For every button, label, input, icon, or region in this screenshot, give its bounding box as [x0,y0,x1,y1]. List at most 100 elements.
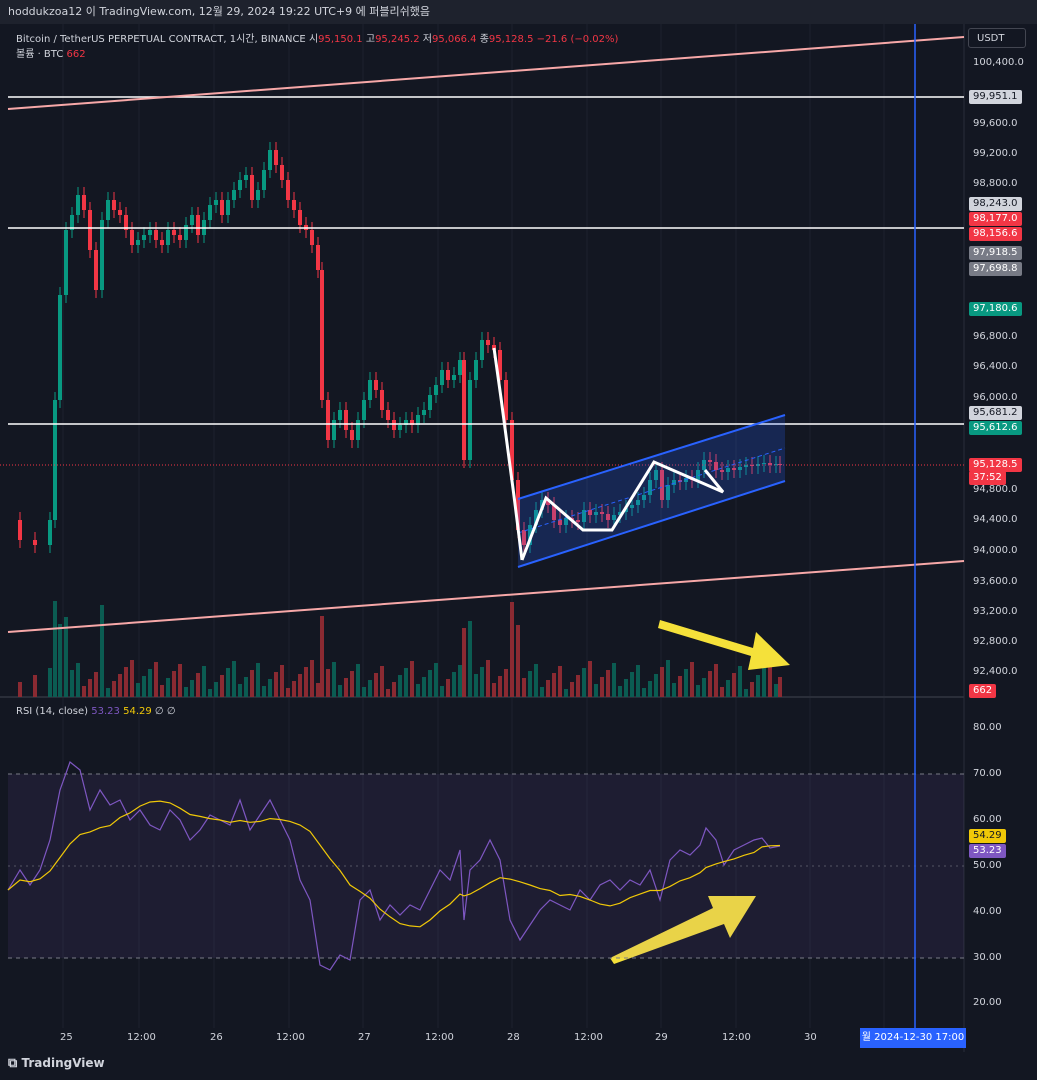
volume-bar [238,684,242,697]
candle-body [492,345,496,350]
volume-bar [160,685,164,697]
volume-bar [262,686,266,697]
volume-bar [112,681,116,697]
candle-body [594,512,598,515]
high-label: 고 [365,34,376,45]
volume-bar [380,666,384,697]
rsi-axis-label: 40.00 [973,906,1002,917]
volume-bar [148,669,152,697]
low-label: 저 [422,34,432,45]
volume-bar [190,680,194,697]
volume-bar [416,684,420,697]
volume-bar [178,664,182,697]
candle-body [53,400,57,520]
volume-bar [636,665,640,697]
rsi-axis-label: 80.00 [973,722,1002,733]
volume-bar [166,678,170,697]
high-value: 95,245.2 [375,34,420,45]
volume-bar [434,663,438,697]
candle-body [70,215,74,230]
volume-bar [404,668,408,697]
volume-bar [398,675,402,697]
time-axis-label: 29 [655,1032,668,1043]
candle-body [112,200,116,210]
volume-bar [172,671,176,697]
volume-bar [106,688,110,697]
volume-bar [588,661,592,697]
volume-bar [612,663,616,697]
volume-bar [18,682,22,697]
candle-body [774,464,778,465]
volume-bar [428,670,432,697]
volume-bar [124,667,128,697]
price-tag: 99,951.1 [969,90,1022,104]
volume-bar [344,678,348,697]
price-axis-label: 93,600.0 [973,576,1018,587]
candle-body [124,215,128,230]
currency-selector[interactable]: USDT [968,28,1026,48]
time-axis-label: 12:00 [722,1032,751,1043]
volume-bar [660,667,664,697]
candle-body [350,430,354,440]
volume-bar [714,664,718,697]
candle-body [612,515,616,520]
volume-label[interactable]: 볼륨 · BTC [16,49,64,60]
price-chart[interactable] [0,24,1037,1052]
candle-body [720,470,724,472]
candle-body [398,425,402,430]
candle-body [504,380,508,420]
volume-bar [422,677,426,697]
time-cursor-label: 월 2024-12-30 17:00 [860,1028,966,1048]
price-axis-label: 94,800.0 [973,484,1018,495]
candle-body [298,210,302,225]
volume-bar [118,674,122,697]
rsi-axis-label: 60.00 [973,814,1002,825]
candle-body [184,225,188,240]
symbol-title[interactable]: Bitcoin / TetherUS PERPETUAL CONTRACT, 1… [16,34,306,45]
chart-frame[interactable] [0,24,1037,1053]
volume-bar [368,680,372,697]
volume-bar [136,683,140,697]
price-tag: 97,698.8 [969,262,1022,276]
volume-bar [516,625,520,697]
volume-bar [720,687,724,697]
rsi-axis-label: 70.00 [973,768,1002,779]
candle-body [88,210,92,250]
candle-body [552,505,556,520]
currency-label: USDT [977,33,1005,44]
volume-bar [94,672,98,697]
candle-body [660,470,664,500]
volume-bar [606,670,610,697]
candle-body [738,467,742,470]
candle-body [58,295,62,400]
close-label: 종 [479,34,489,45]
volume-bar [250,670,254,697]
volume-bar [292,681,296,697]
volume-bar [53,601,57,697]
rsi-label[interactable]: RSI (14, close) [16,706,89,717]
volume-bar [570,682,574,697]
channel-upper-line [517,414,786,500]
rsi-ma-line [7,800,781,928]
volume-value: 662 [66,49,86,60]
volume-bar [774,684,778,697]
volume-bar [540,687,544,697]
candle-body [392,420,396,430]
volume-bar [356,664,360,697]
volume-bar [202,666,206,697]
candle-body [600,512,604,514]
price-axis-label: 93,200.0 [973,606,1018,617]
volume-bar [726,680,730,697]
time-axis-label: 26 [210,1032,223,1043]
publish-info-text: hoddukzoa12 이 TradingView.com, 12월 29, 2… [8,5,430,18]
volume-bar [326,669,330,697]
price-tag: 95,681.2 [969,406,1022,420]
candle-body [226,200,230,215]
candle-body [262,170,266,190]
tradingview-logo[interactable]: ⧉ TradingView [8,1056,105,1071]
candle-body [316,245,320,270]
volume-bar [220,675,224,697]
rsi-axis-label: 50.00 [973,860,1002,871]
rsi-value: 53.23 [91,706,120,717]
time-axis-label: 27 [358,1032,371,1043]
